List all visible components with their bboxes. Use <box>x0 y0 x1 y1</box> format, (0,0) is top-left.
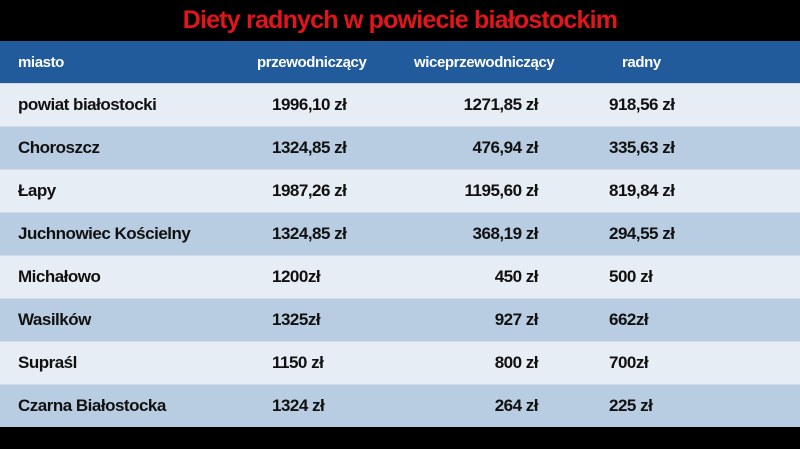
page-title: Diety radnych w powiecie białostockim <box>182 6 618 34</box>
cell-wiceprzewodniczacy: 450 zł <box>494 267 539 286</box>
cell-wiceprzewodniczacy: 1195,60 zł <box>464 181 539 200</box>
cell-wiceprzewodniczacy: 264 zł <box>494 396 539 415</box>
header-radny: radny <box>622 53 661 71</box>
header-przewodniczacy: przewodniczący <box>257 53 367 71</box>
cell-radny: 500 zł <box>609 267 653 286</box>
table-row: Juchnowiec Kościelny 1324,85 zł 368,19 zł 2… <box>0 212 800 255</box>
header-miasto: miasto <box>18 53 64 71</box>
cell-przewodniczacy: 1200zł <box>272 267 321 286</box>
cell-przewodniczacy: 1150 zł <box>272 353 324 372</box>
cell-radny: 700zł <box>609 353 649 372</box>
cell-miasto: Czarna Białostocka <box>18 396 166 415</box>
cell-wiceprzewodniczacy: 927 zł <box>494 310 539 329</box>
cell-miasto: Łapy <box>18 181 56 200</box>
cell-przewodniczacy: 1324,85 zł <box>272 224 347 243</box>
cell-przewodniczacy: 1324 zł <box>272 396 325 415</box>
cell-miasto: Supraśl <box>18 353 77 372</box>
cell-radny: 819,84 zł <box>609 181 675 200</box>
table-row: Łapy 1987,26 zł 1195,60 zł 819,84 zł <box>0 169 800 212</box>
cell-wiceprzewodniczacy: 1271,85 zł <box>463 95 539 114</box>
cell-wiceprzewodniczacy: 800 zł <box>494 353 539 372</box>
cell-wiceprzewodniczacy: 476,94 zł <box>472 138 539 157</box>
table-header: miasto przewodniczący wiceprzewodniczący… <box>0 41 800 83</box>
table-row: Choroszcz 1324,85 zł 476,94 zł 335,63 zł <box>0 126 800 169</box>
cell-miasto: Juchnowiec Kościelny <box>18 224 191 243</box>
cell-przewodniczacy: 1996,10 zł <box>272 95 347 114</box>
cell-wiceprzewodniczacy: 368,19 zł <box>472 224 539 243</box>
table-row: powiat białostocki 1996,10 zł 1271,85 zł 91… <box>0 83 800 126</box>
cell-miasto: Choroszcz <box>18 138 100 157</box>
table-row: Wasilków 1325zł 927 zł 662zł <box>0 298 800 341</box>
cell-miasto: Wasilków <box>18 310 91 329</box>
cell-radny: 335,63 zł <box>609 138 675 157</box>
cell-miasto: powiat białostocki <box>18 95 157 114</box>
cell-radny: 662zł <box>609 310 649 329</box>
cell-radny: 918,56 zł <box>609 95 675 114</box>
cell-radny: 294,55 zł <box>609 224 675 243</box>
cell-przewodniczacy: 1324,85 zł <box>272 138 347 157</box>
header-wiceprzewodniczacy: wiceprzewodniczący <box>414 53 555 71</box>
cell-miasto: Michałowo <box>18 267 101 286</box>
table-row: Czarna Białostocka 1324 zł 264 zł 225 zł <box>0 384 800 427</box>
table-row: Supraśl 1150 zł 800 zł 700zł <box>0 341 800 384</box>
cell-radny: 225 zł <box>609 396 653 415</box>
table-row: Michałowo 1200zł 450 zł 500 zł <box>0 255 800 298</box>
cell-przewodniczacy: 1325zł <box>272 310 321 329</box>
cell-przewodniczacy: 1987,26 zł <box>272 181 347 200</box>
